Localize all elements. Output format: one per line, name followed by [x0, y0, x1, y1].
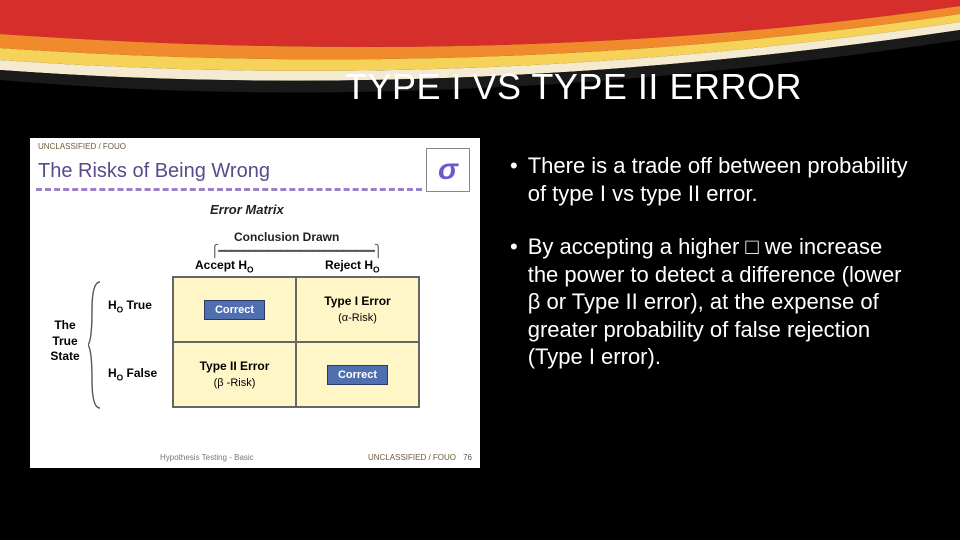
- bullet-item: • There is a trade off between probabili…: [510, 152, 910, 207]
- matrix-title: Error Matrix: [210, 202, 284, 217]
- bullet-text: There is a trade off between probability…: [528, 152, 910, 207]
- figure-page-number: 76: [463, 453, 472, 462]
- correct-badge: Correct: [327, 365, 388, 385]
- col-accept: Accept HO: [195, 258, 254, 274]
- brace-top: ⎧━━━━━━━━━━━━━━━━━━━━━━━━━⎫: [174, 244, 418, 258]
- heading-underline: [36, 188, 422, 191]
- cell-reject-false: Correct: [296, 342, 419, 407]
- correct-badge: Correct: [204, 300, 265, 320]
- true-state-label: The True State: [42, 318, 88, 365]
- bullet-dot-icon: •: [510, 152, 518, 207]
- col-reject: Reject HO: [325, 258, 380, 274]
- cell-accept-true: Correct: [173, 277, 296, 342]
- cell-accept-false: Type II Error (β -Risk): [173, 342, 296, 407]
- conclusion-label: Conclusion Drawn: [234, 230, 339, 244]
- figure-heading: The Risks of Being Wrong: [38, 160, 270, 183]
- sigma-icon: σ: [426, 148, 470, 192]
- bullet-text: By accepting a higher □ we increase the …: [528, 233, 910, 371]
- type1-sub: (α-Risk): [338, 312, 377, 324]
- type2-sub: (β -Risk): [214, 377, 256, 389]
- classification-top: UNCLASSIFIED / FOUO: [38, 142, 126, 151]
- type2-title: Type II Error: [200, 360, 270, 374]
- type1-title: Type I Error: [324, 295, 390, 309]
- figure-footer-center: Hypothesis Testing - Basic: [160, 453, 254, 462]
- row-h0-false: HO False: [108, 366, 157, 382]
- bullet-dot-icon: •: [510, 233, 518, 371]
- matrix-grid: Correct Type I Error (α-Risk) Type II Er…: [172, 276, 420, 408]
- brace-left: [88, 280, 102, 410]
- row-h0-true: HO True: [108, 298, 152, 314]
- cell-reject-true: Type I Error (α-Risk): [296, 277, 419, 342]
- classification-bottom: UNCLASSIFIED / FOUO: [368, 453, 456, 462]
- slide-title: TYPE I VS TYPE II ERROR: [345, 66, 802, 108]
- error-matrix-figure: UNCLASSIFIED / FOUO The Risks of Being W…: [30, 138, 480, 468]
- bullet-item: • By accepting a higher □ we increase th…: [510, 233, 910, 371]
- bullet-list: • There is a trade off between probabili…: [510, 152, 910, 397]
